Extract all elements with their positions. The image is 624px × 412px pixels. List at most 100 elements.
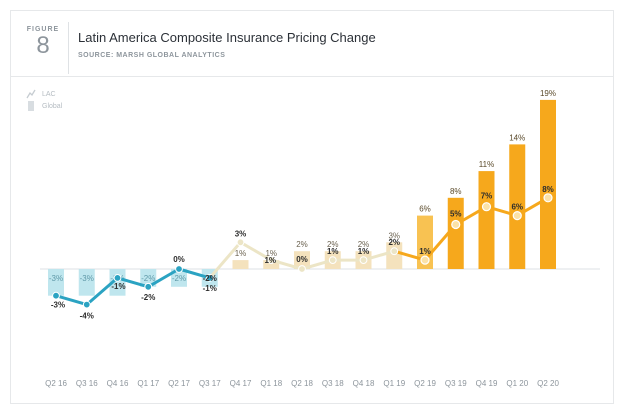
bar-global: [78, 269, 95, 296]
lac-value-label: 0%: [173, 255, 185, 264]
bar-value-label: 8%: [450, 187, 462, 196]
bar-value-label: 14%: [509, 133, 525, 142]
lac-line-segment: [146, 267, 181, 289]
lac-point: [82, 300, 91, 309]
lac-line-segment: [454, 205, 488, 226]
lac-value-label: 1%: [264, 256, 276, 265]
bar-global: [478, 171, 495, 269]
x-tick-label: Q4 18: [353, 379, 375, 388]
lac-value-label: 1%: [419, 247, 431, 256]
bar-global: [48, 269, 64, 296]
x-tick-label: Q4 19: [476, 379, 498, 388]
bar-value-label: 2%: [327, 240, 339, 249]
bar-value-label: -2%: [141, 274, 155, 283]
x-tick-label: Q2 19: [414, 379, 436, 388]
lac-point: [113, 274, 122, 282]
figure-label: FIGURE: [26, 26, 60, 33]
lac-value-label: -3%: [51, 301, 65, 310]
x-tick-label: Q1 20: [506, 379, 528, 388]
lac-point: [481, 202, 492, 212]
bar-value-label: 1%: [235, 249, 247, 258]
lac-value-label: -2%: [141, 293, 155, 302]
bar-value-label: 11%: [479, 160, 494, 169]
legend-line-label: LAC: [42, 90, 56, 98]
bar-value-label: 2%: [358, 240, 370, 249]
lac-point: [298, 265, 306, 273]
bar-value-label: 6%: [419, 205, 431, 214]
lac-line-segment: [54, 294, 89, 307]
lac-point: [205, 274, 214, 282]
lac-line-segment: [269, 258, 304, 271]
legend-item-line: LAC: [26, 88, 62, 100]
lac-line-segment: [362, 249, 396, 262]
lac-line-segment: [515, 196, 550, 218]
lac-point: [512, 211, 522, 221]
lac-value-label: 3%: [235, 229, 247, 238]
lac-value-label: 8%: [542, 185, 554, 194]
header-rule: [10, 76, 614, 77]
figure-number: 8: [36, 32, 50, 59]
legend: LAC Global: [26, 88, 62, 112]
lac-point: [390, 247, 399, 256]
lac-point: [175, 265, 183, 273]
header-divider: [68, 22, 69, 74]
x-tick-label: Q1 19: [383, 379, 405, 388]
lac-value-label: 0%: [296, 255, 308, 264]
legend-bar-label: Global: [42, 102, 63, 110]
lac-value-label: 5%: [450, 210, 462, 219]
lac-line-segment: [392, 249, 427, 262]
bar-value-label: 1%: [265, 249, 277, 258]
x-tick-label: Q3 19: [445, 379, 467, 388]
lac-point: [359, 256, 368, 265]
lac-point: [144, 282, 153, 291]
bar-global: [171, 269, 187, 287]
lac-value-label: -1%: [203, 284, 217, 293]
chart-title: Latin America Composite Insurance Pricin…: [78, 30, 376, 45]
bar-global: [140, 269, 157, 287]
x-tick-label: Q3 17: [199, 379, 221, 388]
lac-value-label: 7%: [481, 192, 493, 201]
bar-value-label: -3%: [49, 274, 63, 283]
lac-line-segment: [85, 276, 119, 307]
figure-badge: FIGURE 8: [24, 26, 62, 59]
extra-value-label: -2%: [203, 274, 217, 283]
x-tick-label: Q2 17: [168, 379, 190, 388]
lac-point: [267, 256, 276, 265]
x-tick-label: Q1 17: [137, 379, 159, 388]
lac-value-label: 1%: [327, 247, 339, 256]
lac-line-segment: [300, 258, 335, 271]
lac-line-segment: [177, 267, 212, 280]
lac-point: [543, 193, 553, 203]
lac-value-label: -4%: [80, 312, 94, 321]
lac-value-label: 2%: [388, 238, 400, 247]
bar-global: [447, 197, 464, 269]
lac-line-segment: [208, 240, 242, 280]
bar-value-label: -3%: [80, 274, 94, 283]
lac-point: [328, 256, 337, 265]
lac-line-segment: [485, 205, 519, 218]
lac-point: [420, 255, 430, 265]
bar-global: [540, 99, 556, 270]
x-tick-label: Q3 18: [322, 379, 344, 388]
x-tick-label: Q3 16: [76, 379, 98, 388]
x-tick-label: Q2 16: [45, 379, 67, 388]
bar-global: [386, 242, 403, 269]
lac-point: [451, 219, 461, 230]
x-tick-label: Q4 17: [230, 379, 252, 388]
bar-legend-icon: [28, 101, 34, 111]
x-tick-label: Q4 16: [107, 379, 129, 388]
lac-line-segment: [239, 240, 273, 262]
bar-value-label: 2%: [296, 240, 308, 249]
lac-value-label: 6%: [511, 203, 523, 212]
bar-global: [294, 251, 310, 269]
lac-point: [52, 291, 60, 300]
lac-line-segment: [116, 276, 150, 289]
chart-source: SOURCE: MARSH GLOBAL ANALYTICS: [78, 52, 226, 59]
x-tick-label: Q2 20: [537, 379, 559, 388]
x-tick-label: Q2 18: [291, 379, 313, 388]
bar-value-label: -2%: [172, 274, 186, 283]
lac-point: [236, 238, 245, 247]
lac-value-label: -1%: [111, 282, 125, 291]
bar-global: [509, 144, 526, 269]
